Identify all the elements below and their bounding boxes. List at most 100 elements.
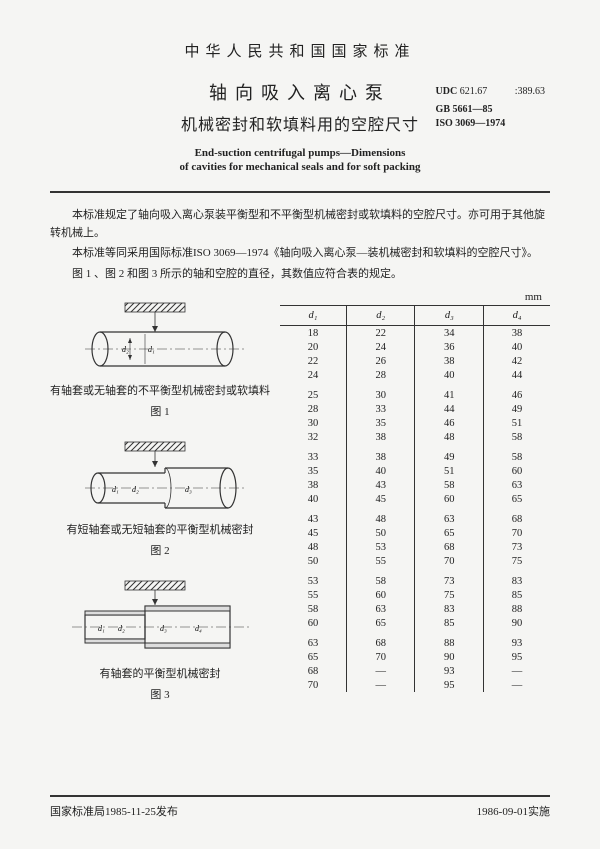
fig1-caption-a: 有轴套或无轴套的不平衡型机械密封或软填料 [50, 383, 270, 400]
table-cell: 70 [280, 678, 346, 692]
table-cell: 88 [415, 636, 484, 650]
table-cell: 58 [280, 602, 346, 616]
table-cell: 93 [415, 664, 484, 678]
footer-right: 1986-09-01实施 [477, 803, 550, 819]
table-row: 43486368 [280, 512, 550, 526]
table-cell: — [346, 678, 415, 692]
table-row: 55607585 [280, 588, 550, 602]
fig2-caption-b: 图 2 [50, 543, 270, 560]
table-row: 48536873 [280, 540, 550, 554]
table-row: 70—95— [280, 678, 550, 692]
table-cell: 24 [346, 340, 415, 354]
title-en: End-suction centrifugal pumps—Dimensions [50, 147, 550, 159]
table-cell: 95 [415, 678, 484, 692]
table-header: d₂ [346, 306, 415, 326]
table-cell: 60 [484, 464, 550, 478]
table-row: 18223438 [280, 326, 550, 341]
table-row: 30354651 [280, 416, 550, 430]
table-cell: 85 [484, 588, 550, 602]
table-cell: 65 [484, 492, 550, 506]
svg-text:d₂: d₂ [132, 485, 139, 494]
table-cell: 90 [484, 616, 550, 630]
table-row: 53587383 [280, 574, 550, 588]
iso-code: ISO 3069—1974 [436, 118, 506, 129]
table-row: 68—93— [280, 664, 550, 678]
table-cell: 35 [346, 416, 415, 430]
svg-text:d₁: d₁ [98, 624, 105, 633]
table-cell: 41 [415, 388, 484, 402]
table-cell: 63 [280, 636, 346, 650]
table-cell: 38 [415, 354, 484, 368]
table-cell: 24 [280, 368, 346, 382]
table-cell: 65 [415, 526, 484, 540]
table-cell: 75 [484, 554, 550, 568]
table-cell: 46 [415, 416, 484, 430]
unit-label: mm [280, 291, 550, 303]
table-cell: 90 [415, 650, 484, 664]
footer: 国家标准局1985-11-25发布 1986-09-01实施 [50, 795, 550, 819]
svg-text:d₂: d₂ [118, 624, 125, 633]
paragraph-3: 图 1 、图 2 和图 3 所示的轴和空腔的直径，其数值应符合表的规定。 [50, 266, 550, 284]
table-cell: 18 [280, 326, 346, 341]
table-cell: — [346, 664, 415, 678]
svg-text:d₃: d₃ [185, 485, 192, 494]
table-cell: 48 [415, 430, 484, 444]
table-cell: 63 [484, 478, 550, 492]
table-header: d₄ [484, 306, 550, 326]
table-cell: — [484, 678, 550, 692]
table-cell: 49 [415, 450, 484, 464]
table-cell: 55 [346, 554, 415, 568]
table-cell: 30 [280, 416, 346, 430]
table-cell: 28 [280, 402, 346, 416]
table-cell: 70 [346, 650, 415, 664]
table-cell: 68 [346, 636, 415, 650]
table-row: 65709095 [280, 650, 550, 664]
footer-left: 国家标准局1985-11-25发布 [50, 803, 178, 819]
svg-text:d₁: d₁ [148, 345, 155, 354]
fig3-caption-b: 图 3 [50, 687, 270, 704]
figure-3: d₁ d₂ d₃ d₄ 有轴套的平衡型机械密封 图 3 [50, 579, 270, 703]
table-cell: 46 [484, 388, 550, 402]
table-cell: 44 [484, 368, 550, 382]
table-cell: 48 [346, 512, 415, 526]
table-row: 50557075 [280, 554, 550, 568]
table-cell: 38 [346, 430, 415, 444]
svg-text:d₄: d₄ [195, 624, 202, 633]
table-cell: 38 [346, 450, 415, 464]
table-cell: 55 [280, 588, 346, 602]
fig2-caption-a: 有短轴套或无短轴套的平衡型机械密封 [50, 522, 270, 539]
table-cell: 22 [280, 354, 346, 368]
table-row: 38435863 [280, 478, 550, 492]
table-cell: 40 [280, 492, 346, 506]
table-cell: 63 [346, 602, 415, 616]
table-cell: 58 [346, 574, 415, 588]
table-cell: 68 [484, 512, 550, 526]
table-cell: 75 [415, 588, 484, 602]
figure-1: d₂ d₁ 有轴套或无轴套的不平衡型机械密封或软填料 图 1 [50, 301, 270, 420]
subtitle-en: of cavities for mechanical seals and for… [50, 161, 550, 173]
table-cell: 33 [346, 402, 415, 416]
table-cell: 95 [484, 650, 550, 664]
table-cell: 36 [415, 340, 484, 354]
table-cell: 83 [484, 574, 550, 588]
table-cell: 43 [280, 512, 346, 526]
table-row: 63688893 [280, 636, 550, 650]
udc-label: UDC [436, 86, 458, 97]
table-cell: 44 [415, 402, 484, 416]
svg-text:d₃: d₃ [160, 624, 167, 633]
table-cell: 83 [415, 602, 484, 616]
table-row: 45506570 [280, 526, 550, 540]
table-cell: 73 [415, 574, 484, 588]
table-cell: 25 [280, 388, 346, 402]
fig1-caption-b: 图 1 [50, 404, 270, 421]
table-row: 20243640 [280, 340, 550, 354]
table-row: 28334449 [280, 402, 550, 416]
table-cell: 40 [484, 340, 550, 354]
table-cell: 53 [280, 574, 346, 588]
table-cell: 58 [484, 450, 550, 464]
table-cell: 38 [484, 326, 550, 341]
table-cell: 28 [346, 368, 415, 382]
table-header: d₃ [415, 306, 484, 326]
table-cell: 68 [415, 540, 484, 554]
figure-2: d₁ d₂ d₃ 有短轴套或无短轴套的平衡型机械密封 图 2 [50, 440, 270, 559]
